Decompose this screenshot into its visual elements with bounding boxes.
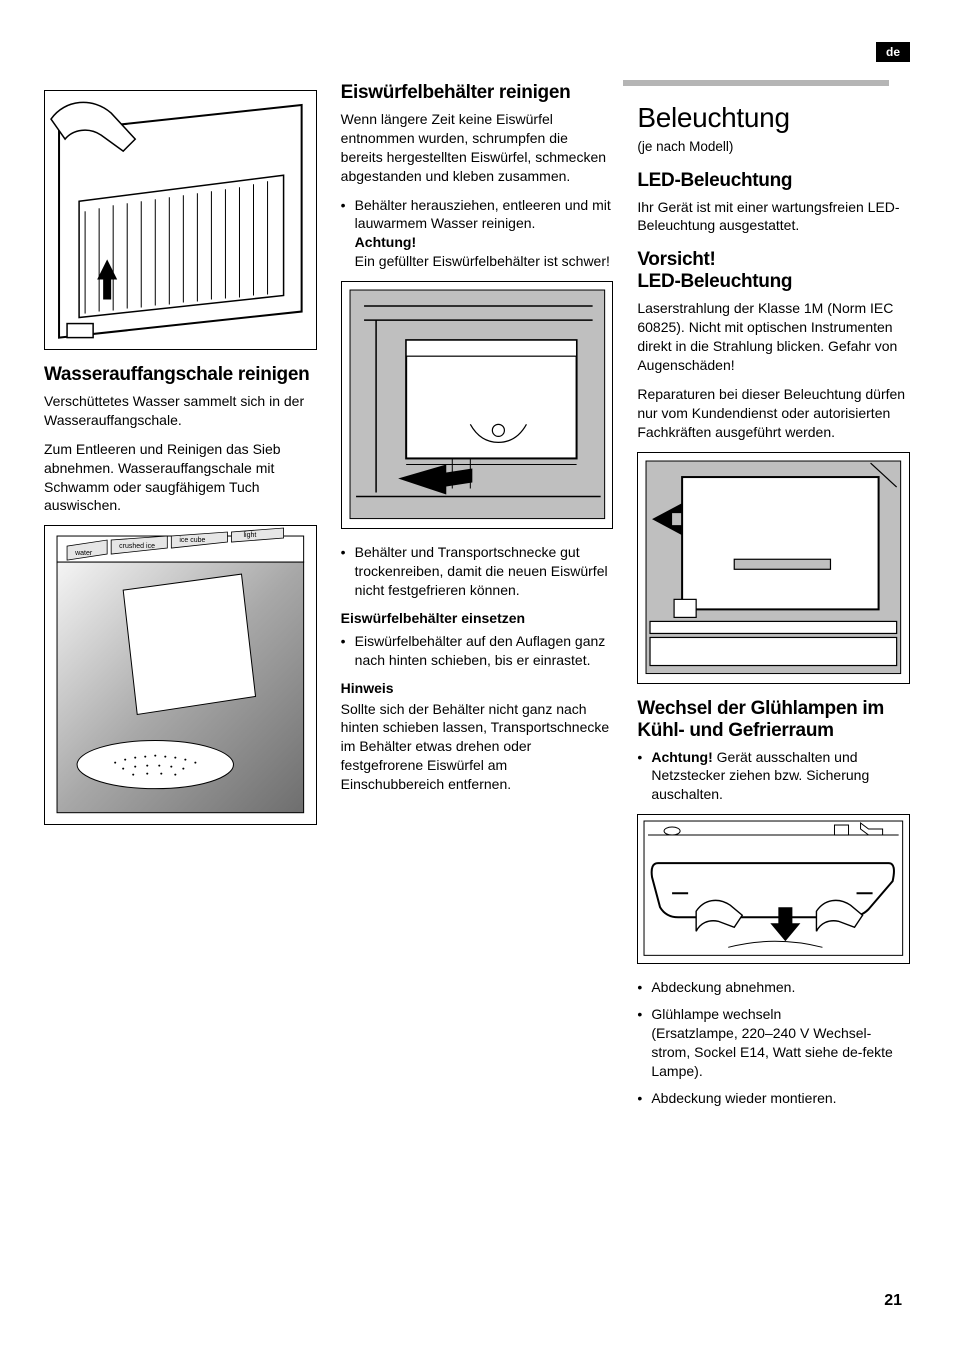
heading-hinweis: Hinweis xyxy=(341,680,614,696)
para-wasser-1: Verschüttetes Wasser sammelt sich in der… xyxy=(44,392,317,430)
achtung-label: Achtung! xyxy=(651,749,712,765)
list-eis-1: Behälter herausziehen, entleeren und mit… xyxy=(341,196,614,272)
list-item: Eiswürfelbehälter auf den Auflagen ganz … xyxy=(341,632,614,670)
led-panel-illustration xyxy=(638,453,909,682)
para-laser: Laserstrahlung der Klasse 1M (Norm IEC 6… xyxy=(637,299,910,375)
achtung-label: Achtung! xyxy=(355,234,416,250)
para-model: (je nach Modell) xyxy=(637,138,910,156)
heading-eiswuerfel: Eiswürfelbehälter reinigen xyxy=(341,82,614,104)
li-text-b: (Ersatzlampe, 220–240 V Wechsel-strom, S… xyxy=(651,1025,892,1079)
dispenser-illustration: water crushed ice ice cube light xyxy=(45,526,316,823)
label-light: light xyxy=(243,532,256,539)
list-item: Behälter herausziehen, entleeren und mit… xyxy=(341,196,614,272)
manual-page: de xyxy=(0,0,954,1350)
list-item: Behälter und Transportschnecke gut trock… xyxy=(341,543,614,600)
list-eis-2: Behälter und Transportschnecke gut trock… xyxy=(341,543,614,600)
bulb-cover-illustration xyxy=(638,815,909,961)
figure-dispenser: water crushed ice ice cube light xyxy=(44,525,317,825)
list-item: Achtung! Gerät ausschalten und Netzsteck… xyxy=(637,748,910,805)
list-item: Abdeckung wieder montieren. xyxy=(637,1089,910,1108)
column-header-rule xyxy=(623,80,889,86)
icebox-pull-illustration xyxy=(342,282,613,527)
heading-wechsel: Wechsel der Glühlampen im Kühl- und Gefr… xyxy=(637,698,910,742)
figure-icebox-pull xyxy=(341,281,614,529)
figure-tray-lift xyxy=(44,90,317,350)
heading-einsetzen: Eiswürfelbehälter einsetzen xyxy=(341,610,614,626)
tray-lift-illustration xyxy=(45,91,316,348)
para-led: Ihr Gerät ist mit einer wartungsfreien L… xyxy=(637,198,910,236)
column-2: Eiswürfelbehälter reinigen Wenn längere … xyxy=(341,82,614,1118)
achtung-text: Ein gefüllter Eiswürfelbehälter ist schw… xyxy=(355,253,610,269)
para-hinweis: Sollte sich der Behälter nicht ganz nach… xyxy=(341,700,614,794)
column-layout: Wasserauffangschale reinigen Verschüttet… xyxy=(44,82,910,1118)
language-tag: de xyxy=(876,42,910,62)
heading-beleuchtung: Beleuchtung xyxy=(637,102,910,134)
list-wechsel-2: Abdeckung abnehmen. Glühlampe wechseln (… xyxy=(637,978,910,1107)
page-number: 21 xyxy=(884,1292,902,1310)
label-crushed-ice: crushed ice xyxy=(119,543,155,550)
list-item: Abdeckung abnehmen. xyxy=(637,978,910,997)
list-wechsel-1: Achtung! Gerät ausschalten und Netzsteck… xyxy=(637,748,910,805)
para-eis-intro: Wenn längere Zeit keine Eiswürfel entnom… xyxy=(341,110,614,186)
heading-led: LED-Beleuchtung xyxy=(637,170,910,192)
list-einsetzen: Eiswürfelbehälter auf den Auflagen ganz … xyxy=(341,632,614,670)
label-ice-cube: ice cube xyxy=(179,537,205,544)
heading-vorsicht-led: LED-Beleuchtung xyxy=(637,271,910,293)
column-3: Beleuchtung (je nach Modell) LED-Beleuch… xyxy=(637,82,910,1118)
heading-wasserauffangschale: Wasserauffangschale reinigen xyxy=(44,364,317,386)
li-text: Behälter herausziehen, entleeren und mit… xyxy=(355,197,611,232)
figure-led-panel xyxy=(637,452,910,684)
list-item: Glühlampe wechseln (Ersatzlampe, 220–240… xyxy=(637,1005,910,1081)
label-water: water xyxy=(74,550,93,557)
column-1: Wasserauffangschale reinigen Verschüttet… xyxy=(44,82,317,1118)
li-text-a: Glühlampe wechseln xyxy=(651,1006,781,1022)
heading-vorsicht: Vorsicht! xyxy=(637,249,910,271)
para-wasser-2: Zum Entleeren und Reinigen das Sieb abne… xyxy=(44,440,317,516)
figure-bulb-cover xyxy=(637,814,910,964)
para-repair: Reparaturen bei dieser Beleuchtung dürfe… xyxy=(637,385,910,442)
